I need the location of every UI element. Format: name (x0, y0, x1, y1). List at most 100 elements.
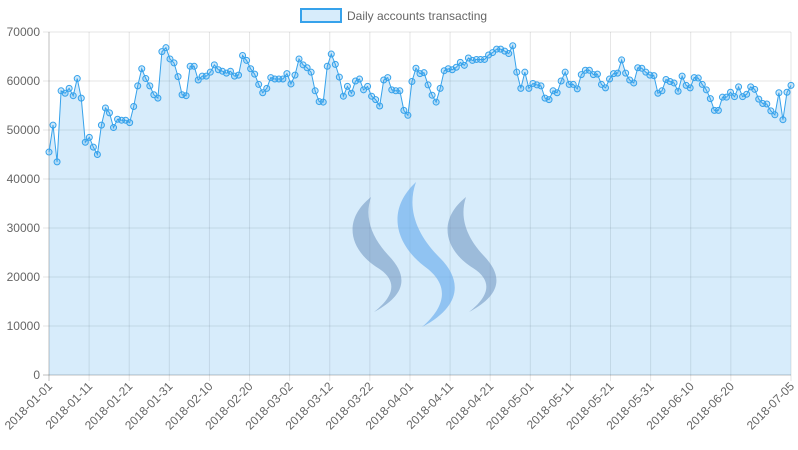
data-point[interactable] (706, 95, 714, 103)
data-point[interactable] (694, 74, 702, 82)
data-point[interactable] (247, 65, 255, 73)
data-point[interactable] (779, 116, 787, 124)
data-point[interactable] (101, 104, 109, 112)
data-point[interactable] (49, 121, 57, 129)
data-point[interactable] (714, 106, 722, 114)
data-point[interactable] (460, 61, 468, 69)
data-point[interactable] (307, 68, 315, 76)
data-point[interactable] (602, 84, 609, 92)
data-point[interactable] (303, 64, 311, 72)
data-point[interactable] (521, 68, 529, 76)
data-point[interactable] (505, 50, 513, 58)
data-point[interactable] (630, 79, 638, 87)
data-point[interactable] (126, 119, 134, 127)
data-point[interactable] (295, 55, 303, 63)
data-point[interactable] (755, 95, 763, 103)
data-point[interactable] (525, 84, 533, 92)
data-point[interactable] (702, 86, 710, 94)
data-point[interactable] (727, 88, 735, 96)
legend-label[interactable]: Daily accounts transacting (347, 9, 487, 23)
data-point[interactable] (517, 84, 525, 92)
data-point[interactable] (146, 82, 154, 90)
data-point[interactable] (81, 138, 89, 146)
data-point[interactable] (384, 74, 392, 82)
data-point[interactable] (331, 60, 339, 68)
data-point[interactable] (364, 82, 372, 90)
data-point[interactable] (408, 77, 416, 85)
data-point[interactable] (561, 68, 569, 76)
data-point[interactable] (339, 92, 347, 100)
data-point[interactable] (731, 93, 739, 101)
data-point[interactable] (763, 100, 771, 108)
data-point[interactable] (89, 143, 97, 151)
data-point[interactable] (202, 72, 210, 80)
data-point[interactable] (105, 109, 113, 117)
data-point[interactable] (783, 88, 791, 96)
data-point[interactable] (255, 80, 263, 88)
data-point[interactable] (638, 64, 646, 72)
data-point[interactable] (53, 158, 61, 166)
data-point[interactable] (93, 151, 101, 158)
data-point[interactable] (650, 72, 658, 80)
legend-swatch[interactable] (300, 8, 342, 23)
data-point[interactable] (452, 63, 460, 71)
data-point[interactable] (787, 81, 795, 89)
data-point[interactable] (142, 75, 150, 83)
data-point[interactable] (174, 73, 182, 81)
data-point[interactable] (400, 106, 408, 114)
data-point[interactable] (585, 66, 593, 74)
data-point[interactable] (674, 87, 682, 95)
data-point[interactable] (182, 92, 190, 100)
data-point[interactable] (412, 64, 420, 72)
data-point[interactable] (553, 89, 561, 97)
data-point[interactable] (670, 79, 678, 87)
data-point[interactable] (138, 65, 146, 73)
data-point[interactable] (432, 98, 440, 106)
data-point[interactable] (618, 56, 626, 64)
data-point[interactable] (722, 93, 730, 101)
data-point[interactable] (85, 133, 93, 141)
data-point[interactable] (327, 50, 335, 58)
data-point[interactable] (166, 55, 174, 63)
data-point[interactable] (279, 75, 287, 83)
data-point[interactable] (678, 72, 686, 80)
data-point[interactable] (622, 69, 630, 77)
data-point[interactable] (291, 71, 299, 79)
data-point[interactable] (287, 80, 295, 88)
data-point[interactable] (557, 77, 565, 85)
data-point[interactable] (134, 82, 142, 90)
data-point[interactable] (424, 81, 432, 89)
data-point[interactable] (593, 70, 601, 78)
data-point[interactable] (323, 62, 331, 70)
data-point[interactable] (162, 44, 170, 52)
data-point[interactable] (239, 52, 247, 60)
data-point[interactable] (735, 83, 743, 91)
data-point[interactable] (65, 84, 73, 92)
data-point[interactable] (658, 87, 666, 95)
data-point[interactable] (428, 91, 436, 99)
data-point[interactable] (263, 84, 271, 92)
data-point[interactable] (606, 75, 614, 83)
data-point[interactable] (436, 84, 444, 92)
data-point[interactable] (251, 70, 259, 78)
data-point[interactable] (210, 61, 218, 69)
data-point[interactable] (343, 82, 351, 90)
data-point[interactable] (372, 96, 380, 104)
data-point[interactable] (243, 56, 251, 64)
data-point[interactable] (481, 55, 489, 63)
data-point[interactable] (545, 96, 553, 104)
data-point[interactable] (743, 90, 751, 98)
data-point[interactable] (614, 69, 622, 77)
data-point[interactable] (577, 71, 585, 79)
data-point[interactable] (97, 121, 105, 129)
data-point[interactable] (335, 73, 343, 81)
data-point[interactable] (509, 42, 517, 50)
data-point[interactable] (767, 107, 775, 115)
data-point[interactable] (226, 67, 234, 75)
data-point[interactable] (396, 87, 404, 95)
data-point[interactable] (77, 94, 85, 102)
data-point[interactable] (513, 68, 521, 76)
data-point[interactable] (751, 85, 759, 93)
data-point[interactable] (356, 75, 364, 83)
data-point[interactable] (347, 89, 355, 97)
